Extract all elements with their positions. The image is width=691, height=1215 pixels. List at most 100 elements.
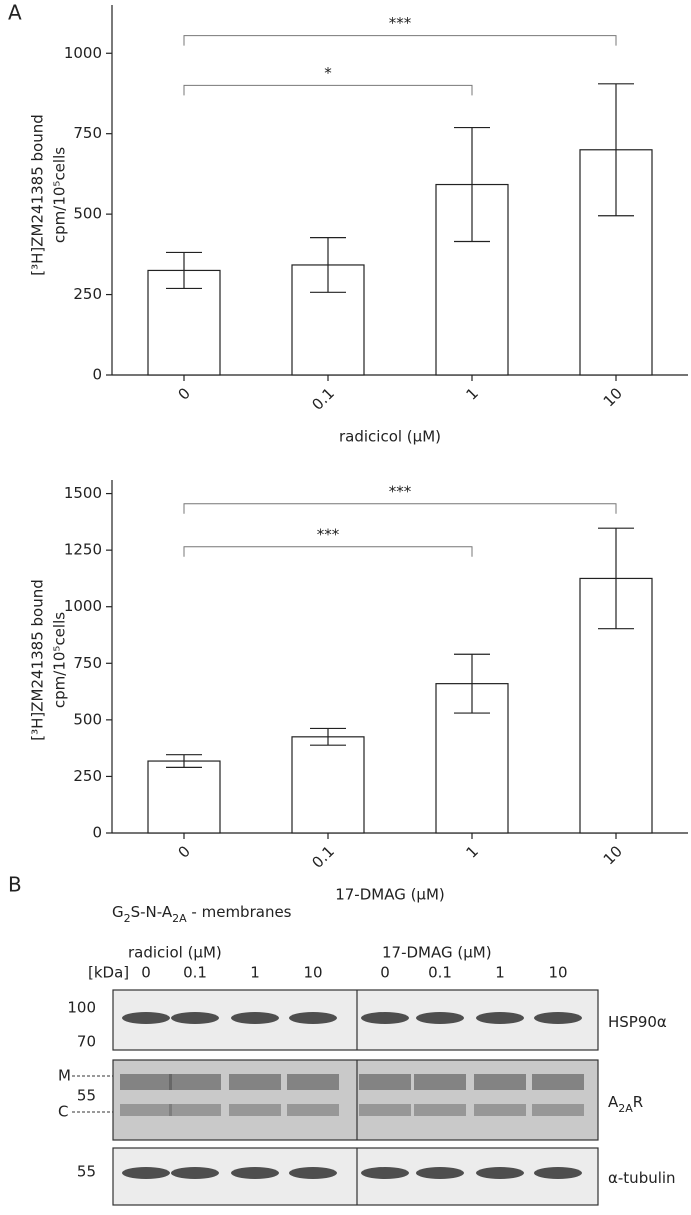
x-axis-label: 17-DMAG (µM) [335,886,445,904]
lane-label: 0.1 [183,964,207,982]
y-tick-label: 250 [73,767,102,785]
error-bar [598,527,634,630]
lane-label: 0 [380,964,390,982]
blot-band [287,1104,339,1116]
marker-label: 70 [77,1033,96,1051]
error-bar [310,237,346,293]
row-label-part: α-tubulin [608,1169,676,1187]
blot-band [359,1074,411,1090]
y-tick-label: 500 [73,710,102,728]
row-label: α-tubulin [608,1169,676,1187]
row-label-part: HSP90α [608,1013,667,1031]
blot-title-part: 2A [172,912,187,925]
group-label: radiciol (µM) [128,944,222,962]
blot-band [120,1074,172,1090]
blot-band [229,1104,281,1116]
blot-band [169,1104,221,1116]
significance-bracket [183,84,473,96]
row-label-part: 2A [618,1102,633,1115]
blot-band [414,1104,466,1116]
blot-band [416,1167,464,1179]
error-bar [598,83,634,217]
y-axis-label: [³H]ZM241385 bound [29,579,47,740]
blot-band [122,1167,170,1179]
significance-bracket [183,35,617,46]
blot-band [122,1012,170,1024]
blot-band [359,1104,411,1116]
blot-band [474,1074,526,1090]
blot-band [229,1074,281,1090]
significance-label: *** [389,14,412,32]
blot-band [231,1012,279,1024]
blot-band [476,1167,524,1179]
blot-title: G2S-N-A2A - membranes [112,903,292,925]
error-bar [454,126,490,243]
y-tick-label: 500 [73,205,102,223]
y-tick-label: 0 [92,824,102,842]
blot-band [287,1074,339,1090]
blot-band [474,1104,526,1116]
y-tick-label: 0 [92,366,102,384]
error-bar [166,251,202,290]
y-tick-label: 750 [73,654,102,672]
lane-label: 0 [141,964,151,982]
x-tick-label: 10 [600,384,626,410]
significance-label: *** [389,482,412,500]
x-tick-label: 0.1 [308,842,338,872]
blot-band [532,1104,584,1116]
y-tick-label: 1000 [64,44,102,62]
x-tick-label: 1 [463,384,482,403]
significance-label: * [324,64,332,82]
blot-band [414,1074,466,1090]
x-axis-label: radicicol (µM) [339,428,441,446]
panel-label: B [8,873,22,897]
blot-band [476,1012,524,1024]
significance-bracket [183,503,617,514]
error-bar [454,653,490,714]
blot-band [171,1167,219,1179]
y-tick-label: 1000 [64,597,102,615]
lane-label: 1 [495,964,505,982]
blot-band [169,1074,221,1090]
marker-label: 100 [67,999,96,1017]
y-axis-label: cpm/10⁵cells [51,612,69,708]
x-tick-label: 10 [600,842,626,868]
blot-band [289,1167,337,1179]
blot-band [361,1012,409,1024]
x-tick-label: 0 [175,842,194,861]
x-tick-label: 1 [463,842,482,861]
blot-title-part: S-N-A [131,903,173,921]
bar [579,149,653,376]
group-label: 17-DMAG (µM) [382,944,492,962]
y-tick-label: 1500 [64,484,102,502]
blot-strip [112,1059,599,1141]
marker-label: M [58,1067,71,1085]
x-tick-label: 0 [175,384,194,403]
lane-label: 10 [303,964,322,982]
bar [435,183,509,376]
blot-band [231,1167,279,1179]
panel-label: A [8,1,22,25]
row-label: A2AR [608,1093,643,1115]
error-bar [310,727,346,746]
blot-band [532,1074,584,1090]
bar [147,760,221,834]
bar [291,736,365,834]
lane-label: 1 [250,964,260,982]
y-axis-label: [³H]ZM241385 bound [29,114,47,275]
marker-label: C [58,1103,68,1121]
blot-band [120,1104,172,1116]
blot-band [171,1012,219,1024]
y-axis-label: cpm/10⁵cells [51,147,69,243]
y-tick-label: 1250 [64,541,102,559]
lane-label: 0.1 [428,964,452,982]
blot-band [361,1167,409,1179]
blot-band [416,1012,464,1024]
kda-label: [kDa] [88,964,129,982]
blot-title-part: - membranes [187,903,292,921]
lane-label: 10 [548,964,567,982]
significance-label: *** [317,525,340,543]
marker-label: 55 [77,1163,96,1181]
